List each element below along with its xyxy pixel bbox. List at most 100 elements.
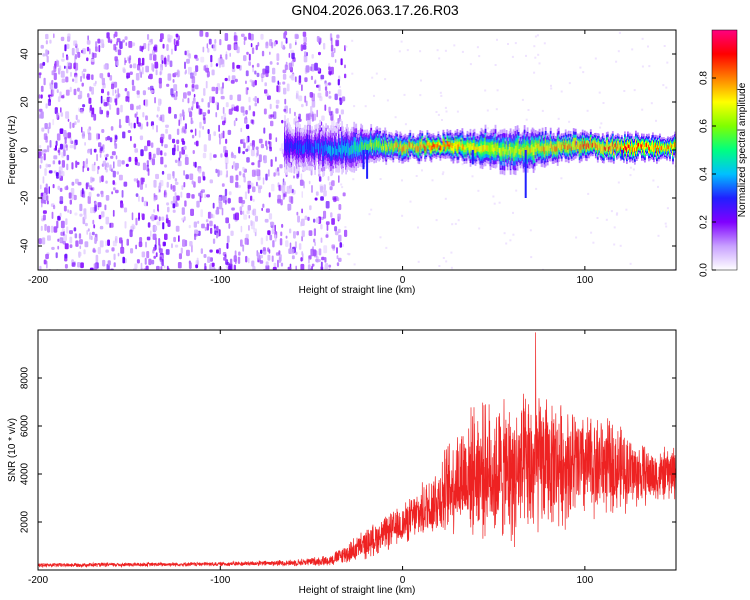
spectrogram-cell: [345, 45, 348, 48]
spectrogram-cell: [332, 125, 335, 130]
spectrogram-cell: [214, 39, 217, 44]
spectrogram-cell: [559, 144, 562, 150]
spectrogram-cell: [45, 49, 48, 57]
spectrogram-cell: [248, 96, 251, 103]
spectrogram-cell: [119, 237, 123, 244]
spectrogram-cell: [59, 187, 63, 192]
spectrogram-cell: [233, 106, 238, 112]
spectrogram-cell: [318, 84, 321, 92]
spectrogram-cell: [167, 220, 171, 227]
spectrogram-cell: [254, 102, 257, 107]
spectrogram-cell: [213, 131, 216, 137]
spectrogram-cell: [238, 251, 241, 256]
spectrogram-cell: [249, 79, 253, 83]
spectrogram-cell: [310, 105, 313, 114]
spectrogram-cell: [178, 235, 180, 242]
spectrogram-cell: [364, 142, 367, 150]
spectrogram-cell: [650, 146, 652, 150]
spectrogram-cell: [218, 124, 220, 132]
spectrogram-cell: [94, 203, 97, 212]
spectrogram-cell: [231, 75, 236, 81]
spectrogram-cell: [107, 239, 110, 246]
spectrogram-cell: [153, 46, 157, 51]
spectrogram-cell: [305, 65, 310, 73]
spectrogram-cell: [144, 145, 148, 152]
y-tick-label: 8000: [20, 366, 31, 389]
spectrogram-cell: [176, 145, 179, 152]
spectrogram-cell: [540, 145, 543, 153]
spectrogram-cell: [155, 252, 158, 258]
spectrogram-cell: [265, 42, 269, 49]
spectrogram-cell: [666, 147, 668, 152]
spectrogram-cell: [262, 68, 266, 75]
spectrogram-cell: [320, 237, 323, 243]
spectrogram-cell: [270, 114, 274, 118]
spectrogram-cell: [109, 75, 113, 81]
spectrogram-cell: [133, 122, 136, 129]
spectrogram-cell: [219, 170, 223, 176]
spectrogram-cell: [165, 128, 168, 134]
spectrogram-cell: [133, 178, 137, 182]
spectrogram-cell: [291, 255, 295, 260]
spectrogram-cell: [74, 233, 78, 239]
spectrogram-cell: [244, 191, 248, 200]
spectrogram-cell: [265, 70, 269, 78]
spectrogram-cell: [395, 141, 398, 148]
spectrogram-cell: [303, 36, 307, 43]
spectrogram-cell: [270, 120, 274, 127]
spectrogram-cell: [291, 74, 295, 81]
spectrogram-cell: [256, 181, 258, 187]
spectrogram-cell: [533, 147, 536, 155]
spectrogram-cell: [320, 146, 322, 154]
spectrogram-cell: [219, 54, 222, 59]
spectrogram-cell: [209, 179, 213, 184]
spectrogram-cell: [115, 135, 118, 140]
spectrogram-cell: [392, 146, 395, 152]
spectrogram-cell: [246, 210, 250, 215]
spectrogram-cell: [310, 75, 313, 81]
x-tick: 0: [400, 330, 406, 586]
spectrogram-cell: [167, 54, 170, 62]
spectrogram-cell: [65, 144, 68, 151]
spectrogram-cell: [340, 147, 342, 155]
spectrogram-cell: [45, 183, 48, 189]
spectrogram-cell: [283, 108, 287, 112]
spectrogram-cell: [465, 146, 468, 153]
chart-title: GN04.2026.063.17.26.R03: [291, 2, 459, 18]
spectrogram-cell: [315, 141, 317, 150]
spectrogram-cell: [88, 191, 92, 198]
spectrogram-cell: [51, 79, 54, 85]
spectrogram-cell: [340, 183, 343, 186]
spectrogram-cell: [183, 92, 187, 99]
spectrogram-cell: [344, 64, 346, 69]
spectrogram-cell: [48, 170, 53, 174]
spectrogram-cell: [43, 214, 46, 221]
spectrogram-cell: [531, 144, 534, 153]
spectrogram-cell: [69, 236, 73, 244]
spectrogram-cell: [112, 89, 115, 96]
spectrogram-cell: [211, 69, 215, 76]
spectrogram-cell: [224, 33, 229, 41]
spectrogram-cell: [313, 146, 315, 154]
spectrogram-cell: [172, 171, 175, 177]
spectrogram-cell: [600, 122, 603, 125]
spectrogram-cell: [132, 63, 137, 69]
spectrogram-cell: [47, 98, 51, 106]
spectrogram-cell: [298, 79, 302, 85]
spectrogram-cell: [445, 146, 448, 150]
spectrogram-cell: [222, 252, 227, 256]
spectrogram-cell: [305, 142, 307, 149]
spectrogram-cell: [249, 142, 253, 147]
spectrogram-cell: [579, 66, 582, 69]
spectrogram-cell: [300, 143, 302, 152]
spectrogram-cell: [272, 266, 277, 270]
y-tick-label: 40: [20, 48, 31, 60]
spectrogram-cell: [207, 48, 210, 53]
spectrogram-cell: [324, 82, 328, 87]
spectrogram-cell: [203, 117, 206, 125]
spectrogram-cell: [55, 252, 58, 259]
spectrogram-cell: [588, 145, 591, 150]
spectrogram-cell: [650, 102, 653, 105]
spectrogram-cell: [535, 187, 538, 190]
spectrogram-cell: [81, 131, 85, 139]
